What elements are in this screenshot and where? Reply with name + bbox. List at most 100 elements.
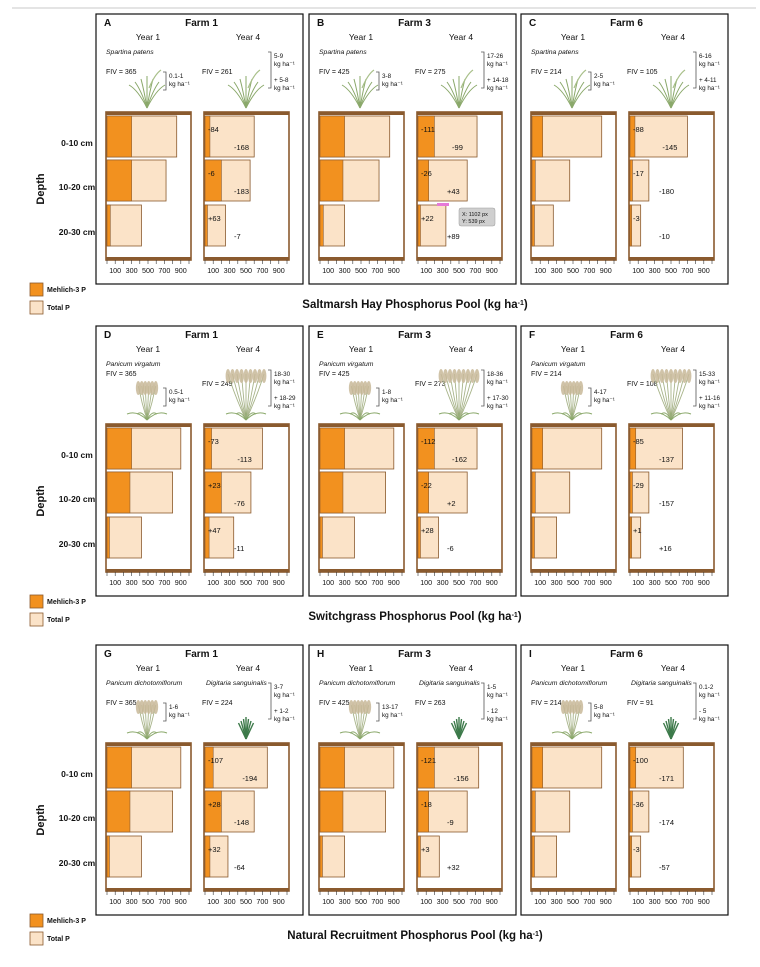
total-p-bar xyxy=(319,835,346,878)
seed-plume xyxy=(146,700,152,714)
yield-text: 13-17 xyxy=(382,704,399,711)
axis-tick-label: 300 xyxy=(551,266,563,275)
total-p-bar xyxy=(531,790,571,833)
change-label-total: +2 xyxy=(447,499,456,508)
change-label-mehlich: +1 xyxy=(633,526,642,535)
legend-label-total: Total P xyxy=(47,305,70,312)
axis-tick-label: 500 xyxy=(453,578,465,587)
yield-text: kg ha⁻¹ xyxy=(382,397,403,404)
plot-bottom-band xyxy=(204,257,289,260)
yield-bracket xyxy=(376,702,380,722)
axis-tick-label: 300 xyxy=(126,266,138,275)
seed-plume xyxy=(261,369,267,383)
year1-label: Year 1 xyxy=(349,32,374,42)
bar-plot-year4: -111 -99 -26 +43 +22 +89 100 300 500 700 900 xyxy=(416,111,503,275)
seed-plume xyxy=(655,369,660,383)
plot-bottom-band xyxy=(319,569,404,572)
plot-top-band xyxy=(204,424,289,427)
seed-plume xyxy=(239,369,244,383)
panel-farm-title: Farm 3 xyxy=(398,18,431,29)
grass-blade xyxy=(452,78,460,109)
leaf xyxy=(136,412,148,421)
mehlich-p-bar xyxy=(417,115,435,158)
seed-plume xyxy=(153,700,159,714)
change-label-total: -171 xyxy=(659,774,674,783)
axis-tick-label: 700 xyxy=(158,897,170,906)
change-label-mehlich: -17 xyxy=(633,169,644,178)
plant-illustration-switchbig xyxy=(650,369,692,421)
yield-text: kg ha⁻¹ xyxy=(169,712,190,719)
axis-tick-label: 300 xyxy=(437,897,449,906)
mehlich-p-bar xyxy=(204,516,210,559)
yield-text: 15-33 xyxy=(699,371,716,378)
depth-label: 0-10 cm xyxy=(61,138,93,148)
leaf xyxy=(359,731,381,740)
change-label-mehlich: -107 xyxy=(208,756,223,765)
seed-plume xyxy=(359,381,365,395)
yield-bracket xyxy=(376,71,380,91)
change-label-total: -194 xyxy=(242,774,257,783)
mehlich-p-bar xyxy=(531,790,536,833)
seed-plume xyxy=(149,700,155,714)
grass-seedhead xyxy=(247,69,261,89)
mehlich-p-bar xyxy=(106,427,132,470)
fiv-year4: FIV = 249 xyxy=(202,381,233,388)
panel-letter: G xyxy=(104,649,112,660)
grass-blade xyxy=(245,84,265,109)
axis-tick-label: 900 xyxy=(600,897,612,906)
axis-tick-label: 500 xyxy=(665,266,677,275)
mehlich-p-bar xyxy=(319,746,345,789)
depth-label: 10-20 cm xyxy=(59,182,96,192)
fiv-year1: FIV = 425 xyxy=(319,371,350,378)
yield-bracket xyxy=(693,369,697,407)
yield-text: kg ha⁻¹ xyxy=(169,81,190,88)
section-title: Saltmarsh Hay Phosphorus Pool (kg ha-1) xyxy=(302,299,528,311)
axis-tick-label: 300 xyxy=(437,578,449,587)
mehlich-p-bar xyxy=(319,204,324,247)
grass-blade xyxy=(658,81,672,109)
panel-F: F Farm 6 Year 1 Year 4 Panicum virgatum FIV =… xyxy=(520,325,729,597)
species-name-year1: Spartina patens xyxy=(319,49,367,56)
mehlich-p-bar xyxy=(629,516,632,559)
legend-swatch-total xyxy=(29,931,44,946)
panel-farm-title: Farm 1 xyxy=(185,330,218,341)
plot-bottom-band xyxy=(417,569,502,572)
axis-tick-label: 300 xyxy=(649,897,661,906)
grass-blade xyxy=(134,81,148,109)
seed-plume xyxy=(578,381,584,395)
axis-tick-label: 300 xyxy=(126,897,138,906)
plant-illustration-switch xyxy=(339,381,381,421)
fiv-year4: FIV = 105 xyxy=(627,69,658,76)
grass-blade xyxy=(664,78,672,109)
year4-label: Year 4 xyxy=(449,32,474,42)
yield-bracket xyxy=(481,682,485,720)
grass-blade xyxy=(446,81,460,109)
yield-text: + 4-11 xyxy=(699,77,717,84)
yield-annotation-year4: 3-7kg ha⁻¹+ 1-2kg ha⁻¹ xyxy=(268,682,295,723)
mehlich-p-bar xyxy=(417,790,429,833)
axis-tick-label: 500 xyxy=(240,578,252,587)
plant-illustration-tuft xyxy=(662,717,680,740)
fiv-year1: FIV = 365 xyxy=(106,69,137,76)
grass-seedhead xyxy=(573,69,587,89)
leaf xyxy=(561,731,573,740)
tooltip-line1: X: 1102 px xyxy=(462,212,488,218)
mehlich-p-bar xyxy=(629,159,633,202)
seed-plume xyxy=(243,369,249,383)
year1-label: Year 1 xyxy=(561,344,586,354)
yield-annotation-year4: 0.1-2kg ha⁻¹- 5kg ha⁻¹ xyxy=(693,682,720,723)
seed-plume xyxy=(348,381,354,395)
mehlich-p-bar xyxy=(531,115,543,158)
plot-top-band xyxy=(319,743,404,746)
change-label-mehlich: +28 xyxy=(421,526,434,535)
seed-plume xyxy=(470,369,475,383)
mehlich-p-bar xyxy=(204,746,214,789)
plot-top-band xyxy=(106,112,191,115)
yield-bracket xyxy=(588,387,592,407)
seed-plume xyxy=(139,381,145,395)
seed-plume xyxy=(146,381,152,395)
axis-tick-label: 900 xyxy=(273,897,285,906)
